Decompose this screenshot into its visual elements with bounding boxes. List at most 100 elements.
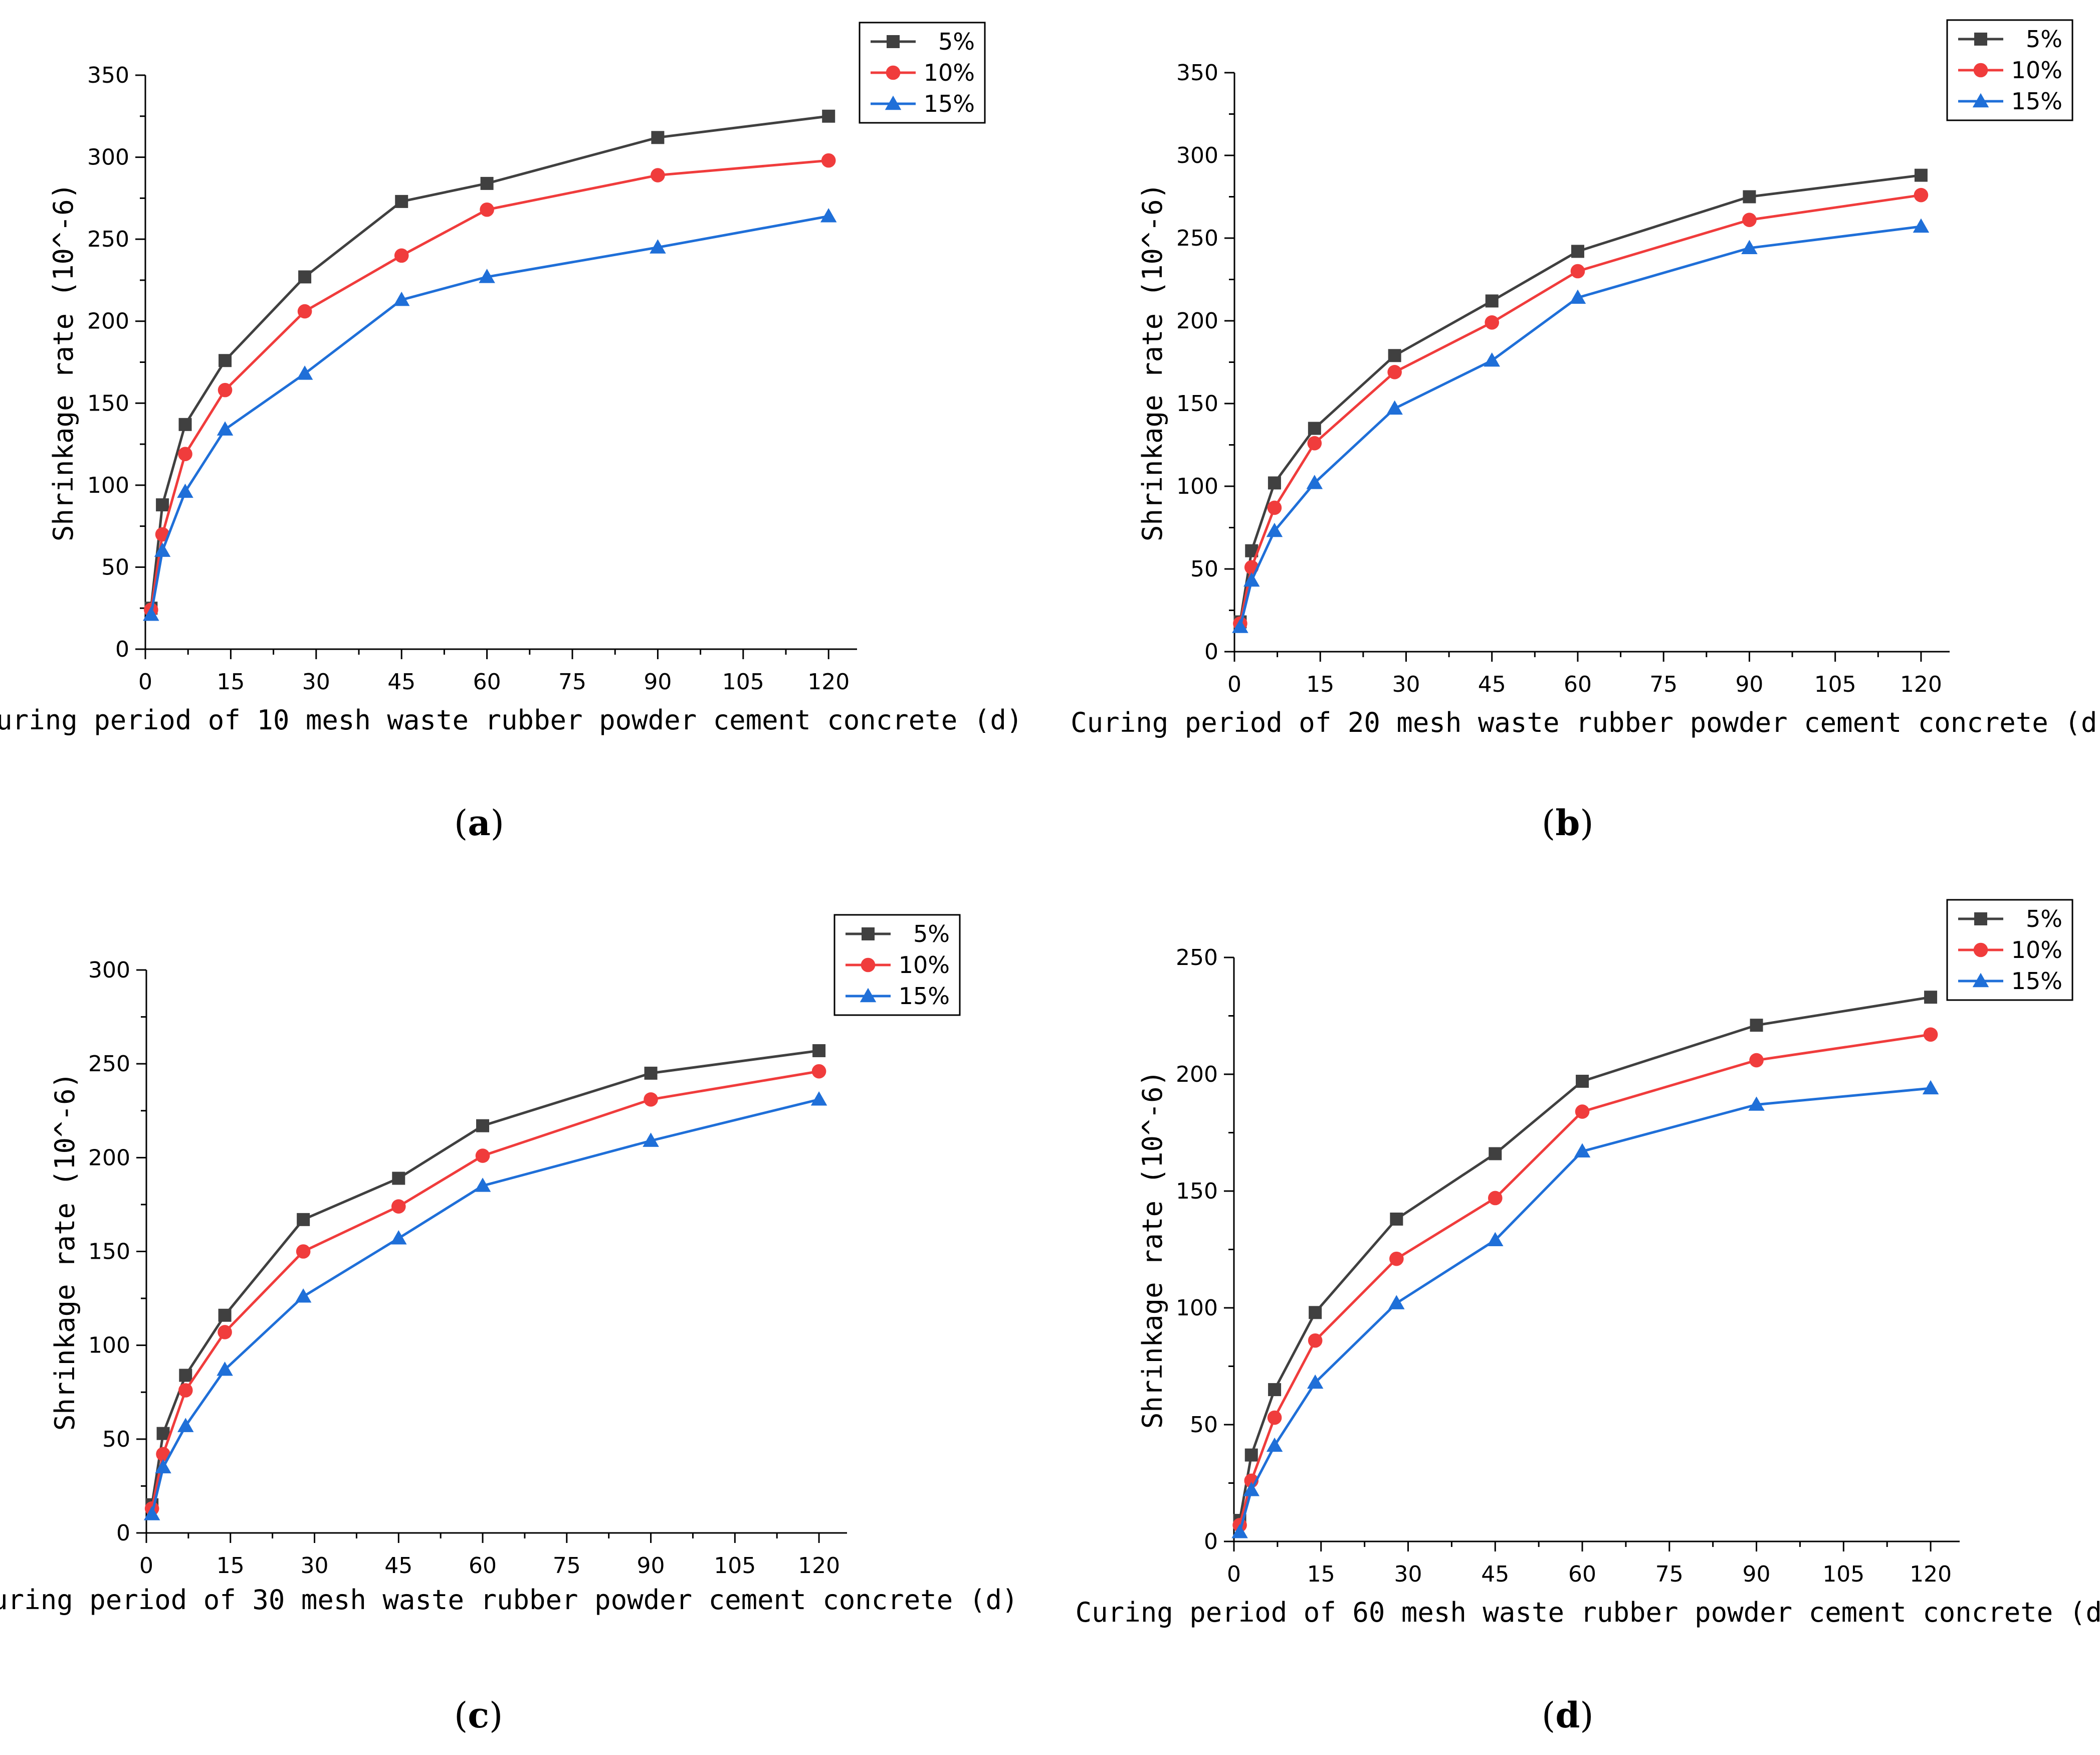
series-15% [1231,1080,1939,1538]
x-tick-label: 45 [1481,1562,1509,1587]
data-point [821,153,836,168]
x-tick-label: 105 [1814,672,1856,697]
data-point [178,1383,193,1398]
y-tick-label: 300 [87,145,129,170]
legend-label: 5% [938,28,975,55]
data-point [1750,1019,1763,1032]
data-point [1266,1437,1283,1452]
legend-label: 5% [2026,905,2062,932]
legend-marker [885,95,902,110]
y-tick-label: 350 [1176,60,1218,86]
x-tick-label: 105 [1822,1562,1864,1587]
data-point [217,1361,233,1376]
x-tick-label: 15 [217,1553,245,1579]
x-tick-label: 120 [798,1553,840,1579]
y-tick-label: 0 [115,637,129,662]
x-axis-label: Curing period of 60 mesh waste rubber po… [1076,1597,2100,1628]
series-line [1238,174,1922,622]
data-point [1308,1333,1323,1348]
y-axis-label: Shrinkage rate (10^-6) [1137,1070,1168,1429]
series-5% [145,1044,826,1511]
data-point [296,365,313,380]
data-point [156,498,169,512]
data-point [1387,365,1402,379]
data-point [154,542,171,557]
legend-label: 10% [2011,936,2062,963]
y-tick-label: 0 [1204,639,1218,665]
data-point [177,483,193,498]
data-point [644,1092,658,1107]
data-point [297,304,312,319]
x-axis-label: Curing period of 30 mesh waste rubber po… [0,1584,1018,1616]
chart-panel-c: 0 15 30 45 60 75 90 105 120 0 50 100 150 200 250 300 Cur… [0,914,1018,1616]
data-point [296,1244,311,1259]
chart-panel-b: 0 15 30 45 60 75 90 105 120 0 50 100 150 200 250 300 350… [1071,19,2100,738]
data-point [1743,190,1756,204]
series-10% [1232,1027,1938,1532]
data-point [474,1178,491,1192]
y-tick-label: 50 [1190,556,1218,582]
data-point [1913,218,1930,233]
data-point [1924,991,1938,1004]
series-15% [1232,218,1930,633]
data-point [393,291,410,306]
y-axis-label: Shrinkage rate (10^-6) [48,183,79,541]
series-line [1238,225,1922,628]
x-tick-label: 0 [1227,1562,1241,1587]
legend: 5% 10% 15% [1946,899,2073,1001]
data-point [1243,572,1260,587]
x-tick-label: 30 [1394,1562,1422,1587]
y-tick-label: 100 [87,473,129,498]
y-tick-label: 50 [102,1427,130,1452]
legend-label: 5% [913,920,950,947]
data-point [1488,1191,1503,1206]
data-point [1576,1074,1589,1088]
y-tick-label: 50 [1190,1412,1218,1438]
legend-marker [1974,33,1987,46]
x-tick-label: 105 [714,1553,756,1579]
series-15% [143,1091,827,1520]
panel-label-a: (a) [454,802,504,844]
y-tick-label: 250 [1176,945,1218,970]
data-point [295,1288,312,1303]
chart-panel-a: 0 15 30 45 60 75 90 105 120 0 50 100 150 200 250 300 350… [0,22,1022,736]
x-tick-label: 60 [469,1553,497,1579]
x-tick-label: 90 [644,669,672,695]
data-point [218,1308,232,1322]
y-axis-label: Shrinkage rate (10^-6) [49,1072,81,1431]
x-axis-label: Curing period of 10 mesh waste rubber po… [0,704,1022,736]
data-point [475,1148,490,1163]
data-point [1569,289,1586,304]
data-point [143,607,159,621]
legend-marker [861,957,876,972]
y-tick-label: 250 [87,227,129,252]
y-tick-label: 100 [88,1333,130,1358]
legend-marker [862,927,875,940]
data-point [391,1199,406,1214]
x-tick-label: 75 [1649,672,1677,697]
legend-label: 10% [899,951,950,979]
panel-label-b: (b) [1542,802,1594,844]
data-point [651,131,665,144]
x-tick-label: 30 [301,1553,329,1579]
y-tick-label: 0 [116,1520,130,1546]
data-point [298,270,312,284]
x-tick-label: 105 [722,669,764,695]
data-point [479,269,495,283]
data-point [297,1213,310,1226]
series-10% [144,153,836,617]
data-point [1390,1212,1403,1226]
series-line [150,1049,819,1505]
y-tick-label: 250 [1176,226,1218,251]
data-point [1266,522,1283,537]
panel-label-c: (c) [454,1694,503,1736]
y-axis-label: Shrinkage rate (10^-6) [1137,183,1168,541]
y-tick-label: 200 [88,1145,130,1171]
data-point [1484,352,1500,367]
legend-marker [1972,93,1989,108]
data-point [1914,187,1929,203]
data-point [1307,436,1322,451]
legend: 5% 10% 15% [833,914,961,1016]
